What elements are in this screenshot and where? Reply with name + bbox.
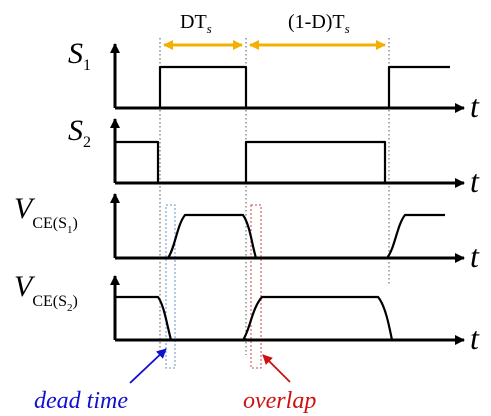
- s2-waveform: [115, 140, 387, 183]
- dead-time-label: dead time: [34, 388, 128, 414]
- vce1-t-label: t: [470, 238, 480, 274]
- overlap-box: [250, 204, 262, 369]
- dead-time-box: [165, 204, 176, 369]
- overlap-pointer: [262, 354, 291, 383]
- overlap-label: overlap: [243, 388, 316, 414]
- s1-t-label: t: [470, 88, 480, 124]
- s2-t-label: t: [470, 163, 480, 199]
- s2-label: S2: [68, 114, 91, 151]
- waveforms: [115, 65, 450, 341]
- vce1-waveform: [167, 213, 445, 259]
- dead-time-pointer: [129, 348, 167, 384]
- vce2-waveform: [115, 295, 394, 341]
- axes: [110, 43, 465, 345]
- one-minus-d-label: (1-D)Ts: [288, 11, 350, 36]
- vce1-label: VCE(S1): [14, 192, 78, 236]
- timing-guides: [159, 38, 390, 355]
- vce2-label: VCE(S2): [14, 270, 78, 314]
- s1-waveform: [158, 65, 450, 108]
- vce2-t-label: t: [470, 320, 480, 356]
- dt-label: DTs: [180, 11, 212, 36]
- s1-label: S1: [68, 37, 91, 74]
